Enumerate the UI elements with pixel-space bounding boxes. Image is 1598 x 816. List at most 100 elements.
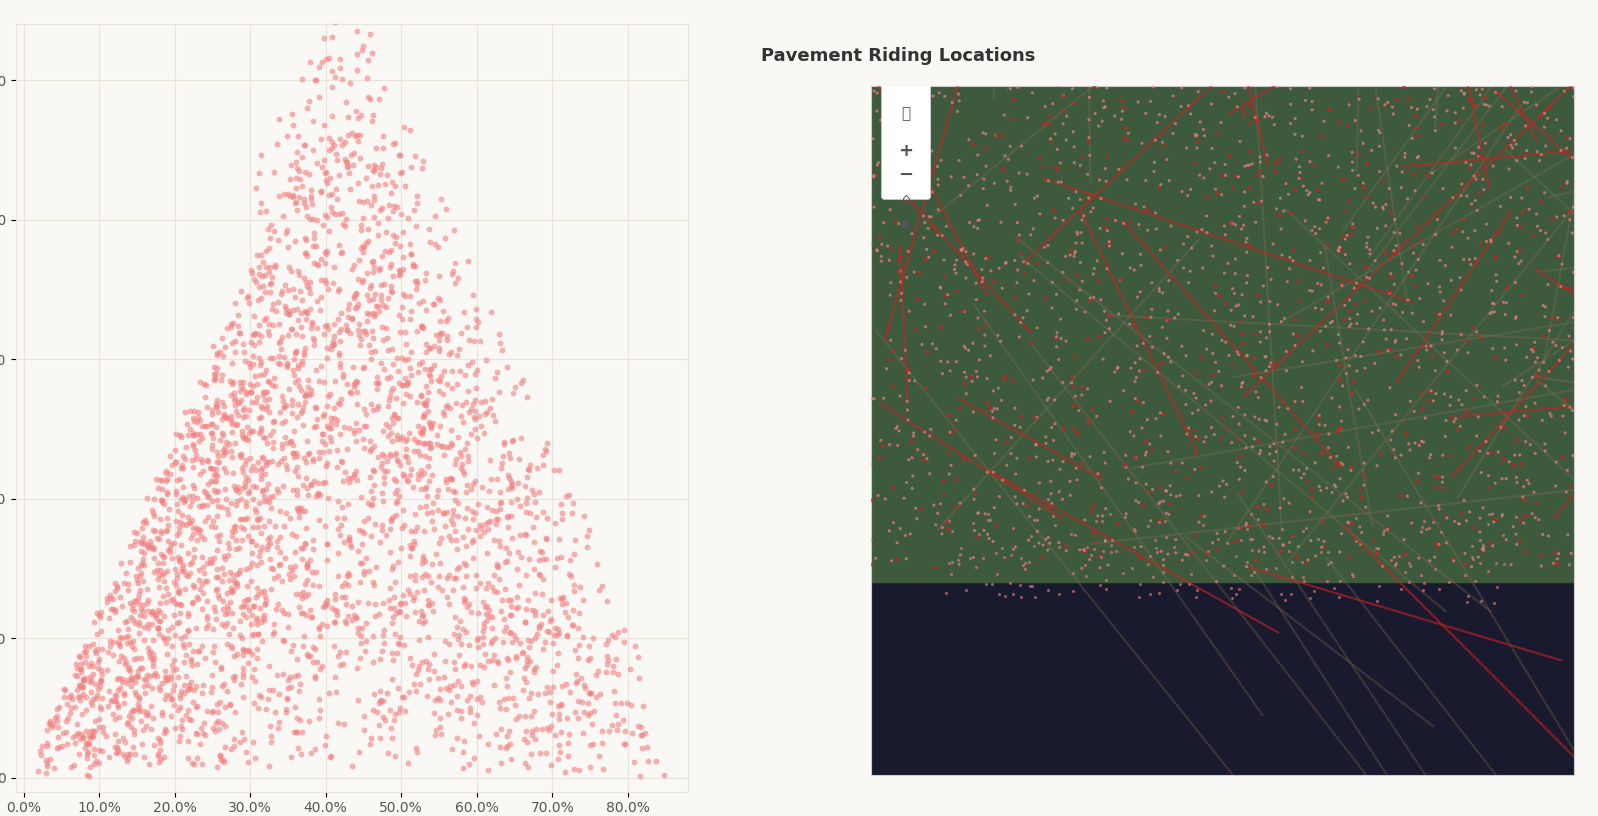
Point — [588, 736, 614, 749]
Point — [340, 146, 366, 159]
Point — [1002, 490, 1028, 503]
Point — [1242, 369, 1267, 382]
Point — [435, 378, 460, 391]
Point — [387, 239, 412, 252]
Point — [952, 366, 978, 379]
Point — [1552, 281, 1577, 294]
Point — [951, 453, 976, 466]
Point — [187, 583, 213, 596]
Point — [227, 564, 252, 577]
Point — [524, 627, 550, 640]
Point — [350, 239, 376, 252]
Point — [415, 569, 441, 582]
Point — [184, 700, 209, 713]
Point — [1098, 237, 1123, 251]
Point — [1234, 232, 1259, 245]
Point — [329, 206, 355, 220]
Point — [227, 326, 252, 339]
Point — [328, 518, 353, 531]
Point — [280, 563, 305, 576]
Point — [288, 713, 313, 726]
Point — [377, 258, 403, 271]
Point — [1496, 237, 1521, 250]
Point — [363, 597, 388, 610]
Point — [1131, 364, 1157, 377]
Point — [249, 269, 275, 282]
Point — [1448, 419, 1473, 432]
Point — [141, 648, 166, 661]
Point — [1096, 235, 1122, 248]
Point — [1529, 148, 1555, 161]
Point — [227, 629, 252, 642]
Point — [1408, 233, 1433, 246]
Point — [209, 753, 235, 766]
Point — [176, 703, 201, 716]
Point — [1087, 579, 1112, 592]
Point — [1221, 320, 1246, 333]
Point — [1061, 156, 1087, 169]
Point — [539, 720, 564, 733]
Point — [1429, 333, 1454, 346]
Point — [1344, 365, 1369, 378]
Point — [462, 507, 487, 520]
Point — [1010, 558, 1036, 571]
Point — [1088, 551, 1114, 564]
Point — [117, 661, 142, 674]
Point — [323, 70, 348, 83]
Point — [193, 391, 219, 404]
Point — [954, 258, 980, 271]
Point — [1048, 313, 1074, 326]
Point — [152, 670, 177, 683]
Point — [1191, 519, 1216, 532]
Point — [1183, 128, 1208, 141]
Point — [182, 481, 208, 494]
Point — [1069, 214, 1095, 227]
Point — [171, 641, 197, 654]
Point — [454, 437, 479, 450]
Point — [916, 222, 941, 235]
Point — [339, 614, 364, 627]
Point — [1024, 525, 1050, 538]
Point — [1165, 308, 1191, 321]
Point — [1208, 188, 1234, 202]
Point — [1112, 131, 1138, 144]
Point — [318, 339, 344, 352]
Point — [171, 490, 197, 503]
Point — [1350, 181, 1376, 194]
Point — [42, 762, 67, 775]
Point — [184, 534, 209, 547]
Point — [219, 584, 244, 597]
Point — [289, 73, 315, 86]
Point — [487, 701, 513, 714]
Point — [257, 552, 283, 565]
Point — [1176, 577, 1202, 590]
Point — [1280, 463, 1306, 477]
Point — [283, 345, 308, 358]
Point — [244, 390, 270, 403]
Point — [1443, 142, 1469, 155]
Point — [262, 372, 288, 385]
Point — [1560, 151, 1585, 164]
Point — [1493, 308, 1518, 321]
Point — [532, 442, 558, 455]
Point — [1513, 546, 1539, 559]
Point — [529, 722, 555, 735]
Point — [1389, 166, 1414, 179]
Point — [1413, 522, 1438, 535]
Point — [1040, 97, 1066, 110]
Point — [203, 655, 229, 668]
Point — [1318, 555, 1344, 568]
Point — [320, 601, 345, 614]
Point — [115, 622, 141, 635]
Point — [523, 604, 548, 617]
Point — [1071, 210, 1096, 223]
Point — [558, 553, 583, 566]
Point — [105, 636, 131, 649]
Point — [313, 209, 339, 222]
Point — [433, 472, 459, 486]
Point — [134, 538, 160, 551]
Point — [484, 728, 510, 741]
Point — [1235, 269, 1261, 282]
Point — [120, 640, 145, 653]
Point — [241, 273, 267, 286]
